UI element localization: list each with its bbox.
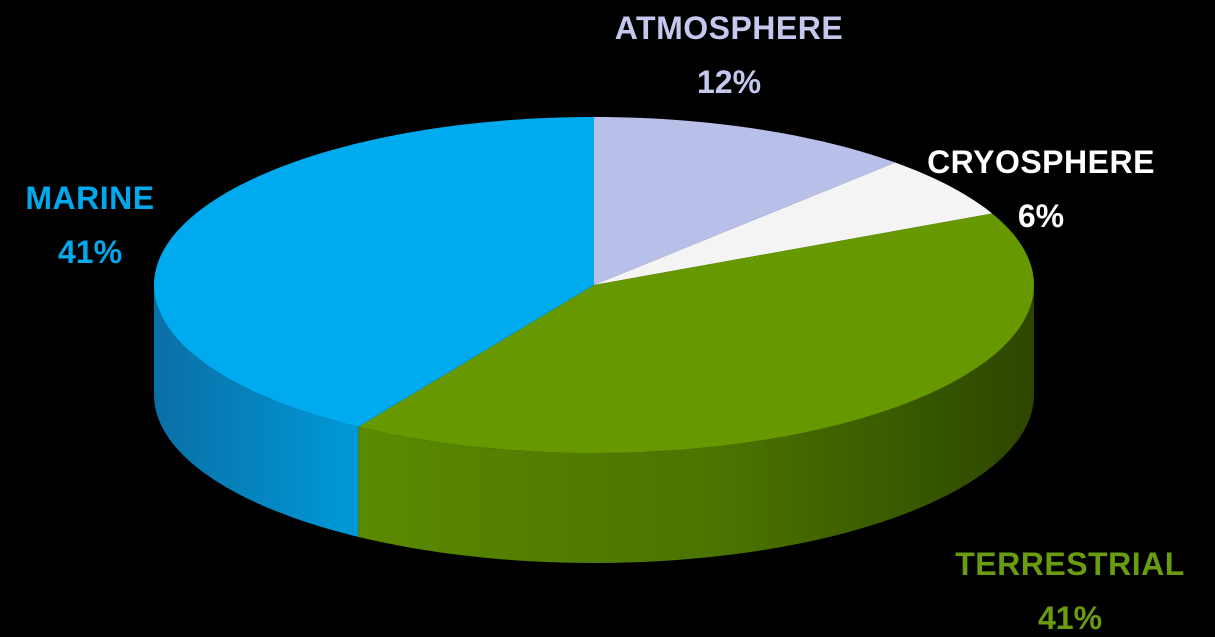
pie-tops [154,117,1034,453]
pie-slice-terrestrial [358,213,1034,453]
label-terrestrial-name: TERRESTRIAL [955,546,1185,582]
label-marine: MARINE 41% [25,182,154,268]
label-cryosphere: CRYOSPHERE 6% [927,146,1155,232]
label-marine-name: MARINE [25,180,155,216]
label-atmosphere-value: 12% [696,64,762,100]
label-marine-value: 41% [57,234,123,270]
label-terrestrial-value: 41% [1037,600,1103,636]
pie-sides [154,285,1034,563]
pie-slice-marine [154,117,594,427]
pie-side-marine [154,285,359,537]
pie-slice-atmosphere [594,117,896,285]
label-terrestrial: TERRESTRIAL 41% [955,548,1185,634]
label-atmosphere-name: ATMOSPHERE [614,10,844,46]
pie-slice-cryosphere [594,162,993,285]
label-cryosphere-value: 6% [1017,198,1065,234]
label-cryosphere-name: CRYOSPHERE [927,144,1155,180]
pie-side-terrestrial [358,285,1034,563]
label-atmosphere: ATMOSPHERE 12% [615,12,843,98]
